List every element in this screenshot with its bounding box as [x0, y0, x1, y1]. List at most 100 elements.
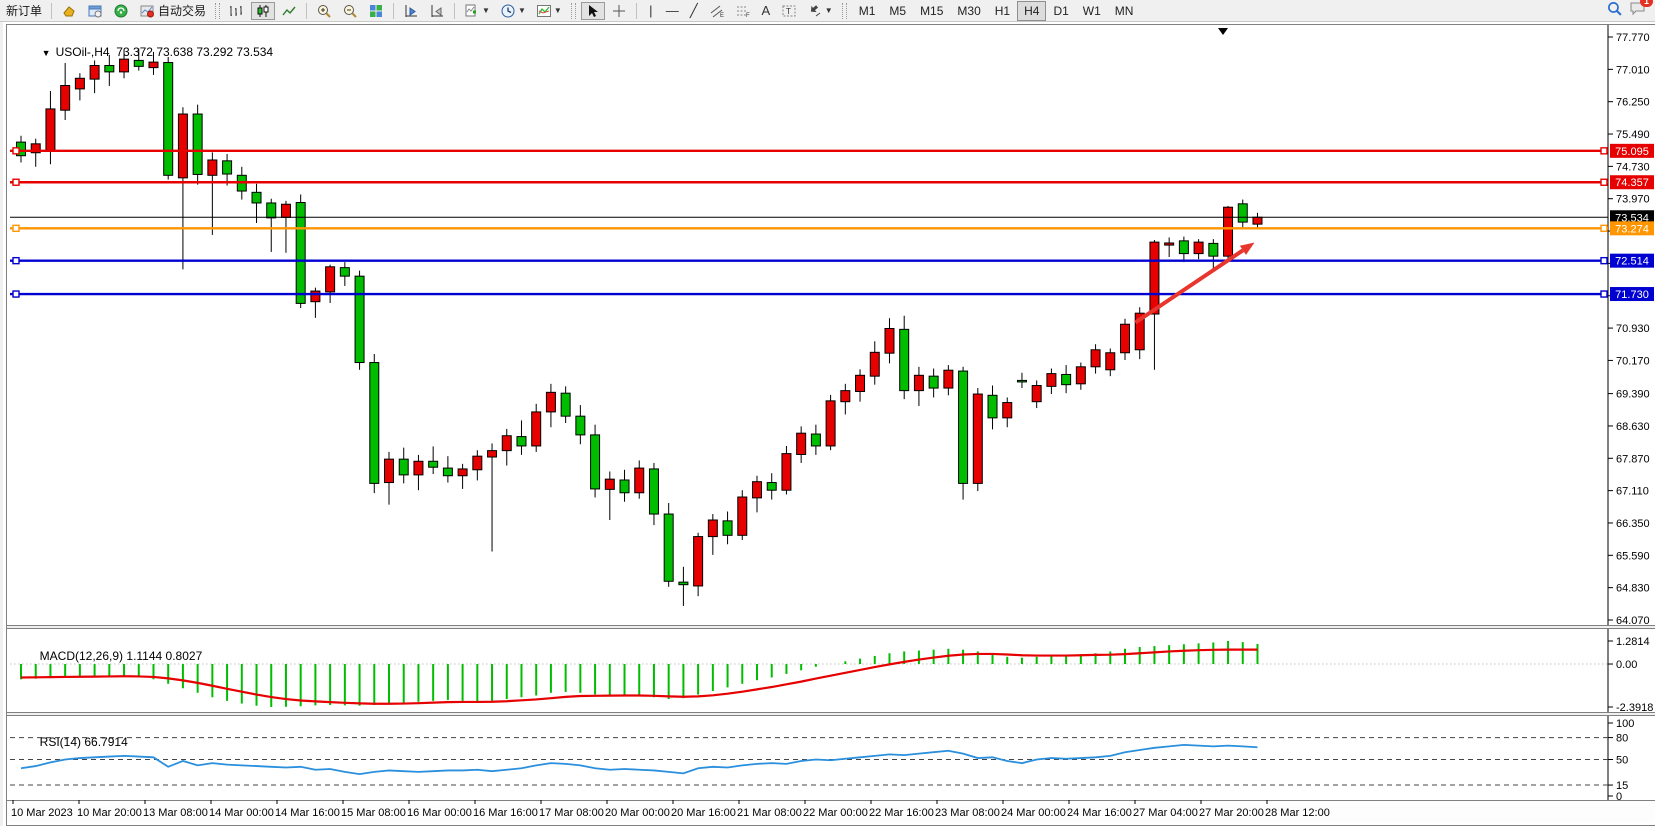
time-axis[interactable]	[7, 800, 1655, 823]
notifications-chat-icon[interactable]: 1	[1629, 0, 1653, 21]
line-handle[interactable]	[12, 256, 20, 265]
line-handle[interactable]	[12, 147, 20, 155]
chart-canvas[interactable]: 77.770 77.010 76.250 75.490 74.730 73.970 73.2…	[7, 25, 1655, 823]
timeframe-button-m15[interactable]: M15	[920, 3, 944, 18]
auto-trading-button[interactable]: 自动交易	[135, 2, 210, 20]
new-chart-button[interactable]: ▼	[460, 2, 494, 20]
macd-panel[interactable]	[7, 629, 1655, 712]
candle	[604, 478, 615, 490]
candle	[487, 450, 498, 458]
panel-separator[interactable]	[7, 712, 1655, 716]
candle	[1223, 206, 1234, 257]
time-tick-label: 24 Mar 16:00	[1067, 807, 1132, 819]
line-handle[interactable]	[1600, 224, 1608, 233]
candle	[1252, 216, 1263, 225]
profile-charts-icon[interactable]	[399, 2, 423, 20]
line-handle[interactable]	[1600, 290, 1608, 298]
chevron-down-icon: ▼	[553, 6, 562, 15]
timeframe-button-mn[interactable]: MN	[1114, 3, 1134, 18]
vertical-line-tool-icon[interactable]: |	[649, 3, 653, 18]
candle	[192, 113, 203, 175]
equidistant-channel-tool-icon[interactable]: E	[705, 2, 729, 20]
svg-text:F: F	[746, 13, 750, 19]
chevron-down-icon: ▼	[482, 6, 490, 15]
crosshair-tool-icon[interactable]	[607, 2, 631, 20]
chart-title[interactable]: ▼ USOil-,H4 73.372 73.638 73.292 73.534	[15, 31, 273, 73]
candlestick-chart-type-icon[interactable]	[251, 1, 276, 20]
horizontal-line-tool-icon[interactable]: —	[665, 3, 679, 18]
tile-windows-icon[interactable]	[364, 2, 388, 20]
candle	[339, 267, 350, 277]
toolbar-separator	[51, 2, 53, 19]
text-tool-icon[interactable]: A	[761, 3, 771, 18]
arrows-tool-icon[interactable]: ▼	[803, 2, 837, 20]
rsi-tick-label: 100	[1616, 718, 1634, 730]
candle	[663, 513, 674, 582]
timeframe-button-h1[interactable]: H1	[994, 3, 1011, 18]
time-tick-label: 21 Mar 08:00	[737, 807, 802, 819]
line-handle[interactable]	[12, 178, 20, 186]
line-handle[interactable]	[1600, 147, 1608, 155]
symbol-period-label: USOil-,H4	[55, 45, 110, 59]
price-badge-label: 75.095	[1615, 146, 1649, 158]
timeframe-button-w1[interactable]: W1	[1082, 3, 1101, 18]
trend-arrow-head[interactable]	[1239, 242, 1255, 255]
navigator-icon[interactable]	[109, 2, 133, 20]
symbol-dropdown-icon[interactable]: ▼	[41, 48, 51, 58]
toolbar-grip	[570, 2, 576, 19]
rsi-panel[interactable]	[7, 716, 1655, 800]
time-tick-label: 22 Mar 16:00	[869, 807, 934, 819]
candle	[177, 113, 188, 179]
text-label-tool-icon[interactable]: T	[777, 2, 801, 20]
price-badge	[1610, 210, 1654, 225]
time-tick-label: 16 Mar 00:00	[407, 807, 472, 819]
new-order-button[interactable]: 新订单	[6, 4, 43, 18]
timeframe-button-m30[interactable]: M30	[957, 3, 981, 18]
trend-arrow[interactable]	[1134, 248, 1245, 325]
main-chart-panel[interactable]	[7, 25, 1655, 625]
timeframe-button-d1[interactable]: D1	[1053, 3, 1069, 18]
candle	[501, 435, 512, 452]
line-handle[interactable]	[1600, 178, 1608, 186]
line-chart-type-icon[interactable]	[277, 2, 301, 20]
candle	[796, 432, 807, 455]
trendline-tool-icon[interactable]: ╱	[689, 2, 698, 18]
panel-separator[interactable]	[7, 625, 1655, 629]
time-tick-label: 14 Mar 16:00	[275, 807, 340, 819]
time-tick-label: 20 Mar 16:00	[671, 807, 736, 819]
candle	[133, 59, 144, 67]
zoom-in-icon[interactable]	[312, 2, 336, 20]
notification-badge: 1	[1639, 0, 1653, 7]
bar-chart-type-icon[interactable]	[225, 2, 249, 20]
indicators-button[interactable]: ▼	[532, 2, 566, 20]
candle	[354, 275, 365, 364]
search-icon[interactable]	[1606, 0, 1623, 22]
line-handle[interactable]	[1600, 256, 1608, 265]
price-tick-label: 68.630	[1616, 421, 1650, 433]
fibonacci-tool-icon[interactable]: F	[731, 2, 755, 20]
chart-shift-marker-icon[interactable]	[1218, 28, 1228, 35]
line-handle[interactable]	[12, 290, 20, 298]
candle	[545, 391, 556, 413]
data-window-icon[interactable]	[83, 2, 107, 20]
auto-trading-label: 自动交易	[158, 4, 207, 18]
price-tick-label: 70.170	[1616, 355, 1650, 367]
timeframe-button-m1[interactable]: M1	[858, 3, 876, 18]
candle	[1002, 402, 1013, 419]
timeframe-button-h4[interactable]: H4	[1017, 0, 1047, 21]
candle	[442, 467, 453, 477]
price-badge-label: 73.274	[1615, 223, 1649, 235]
period-clock-button[interactable]: ▼	[496, 2, 530, 20]
cursor-tool-icon[interactable]	[580, 1, 605, 20]
toolbar-grip	[841, 2, 847, 19]
market-watch-icon[interactable]	[57, 2, 81, 20]
price-tick-label: 64.070	[1616, 615, 1650, 627]
candle	[119, 58, 130, 73]
zoom-out-icon[interactable]	[338, 2, 362, 20]
step-back-icon[interactable]	[425, 2, 449, 20]
chart-frame: 77.770 77.010 76.250 75.490 74.730 73.970 73.2…	[6, 24, 1655, 826]
line-handle[interactable]	[12, 224, 20, 233]
candle	[766, 482, 777, 491]
timeframe-button-m5[interactable]: M5	[889, 3, 907, 18]
toolbar-separator	[393, 2, 395, 19]
